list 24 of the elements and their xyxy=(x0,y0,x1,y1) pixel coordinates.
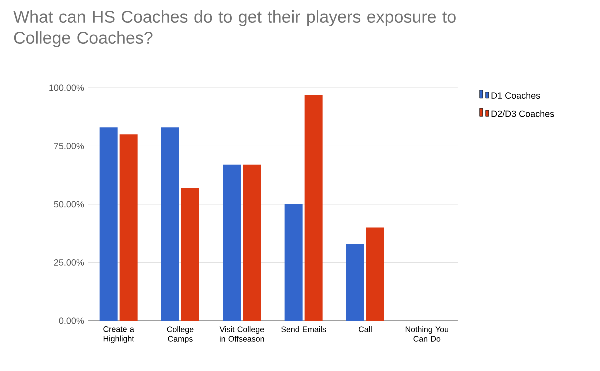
bar xyxy=(243,164,262,321)
bar xyxy=(304,94,323,321)
y-tick-label: 100.00% xyxy=(50,84,84,92)
x-tick-label: Send Emails xyxy=(282,326,326,332)
legend-label: D2/D3 Coaches xyxy=(492,110,554,118)
y-tick-label: 50.00% xyxy=(54,201,84,208)
legend-label: D1 Coaches xyxy=(492,92,540,99)
chart-title: What can HS Coaches do to get their players exposure to College Coaches? xyxy=(14,10,456,48)
y-tick-label: 25.00% xyxy=(54,260,84,266)
bar xyxy=(223,164,242,321)
bar xyxy=(366,228,384,321)
bar xyxy=(100,128,118,321)
x-tick-label: College Camps xyxy=(167,326,194,344)
x-tick-label: Call xyxy=(359,326,372,332)
x-tick-label: Nothing You Can Do xyxy=(406,326,448,342)
bar xyxy=(346,244,364,321)
y-tick-label: 0.00% xyxy=(59,318,84,324)
x-tick-label: Create a Highlight xyxy=(104,326,134,344)
y-tick-label: 75.00% xyxy=(54,143,84,150)
bar xyxy=(120,134,138,321)
bar xyxy=(162,128,180,321)
bar xyxy=(182,188,200,321)
x-tick-label: Visit College in Offseason xyxy=(220,326,264,342)
bar xyxy=(284,204,303,321)
